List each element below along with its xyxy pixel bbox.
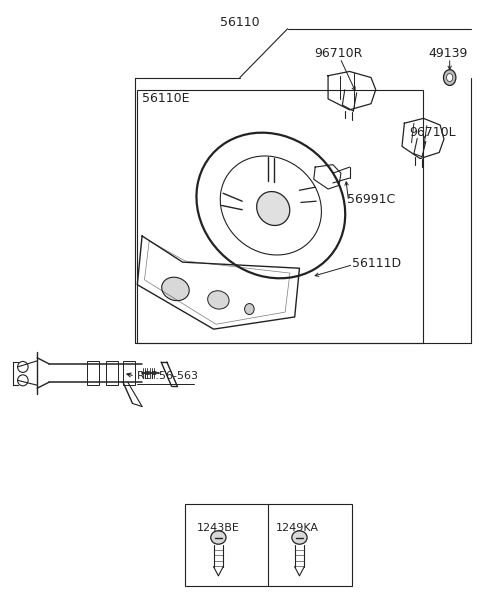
Text: 56991C: 56991C: [347, 193, 396, 206]
Text: 56111D: 56111D: [352, 257, 401, 270]
Bar: [137, 90, 423, 343]
Ellipse shape: [245, 304, 254, 315]
Text: REF.56-563: REF.56-563: [137, 371, 199, 381]
Text: 96710R: 96710R: [314, 47, 362, 60]
Ellipse shape: [444, 70, 456, 86]
Bar: [185, 504, 352, 586]
Ellipse shape: [162, 277, 189, 300]
Text: 56110E: 56110E: [142, 92, 190, 105]
Ellipse shape: [211, 531, 226, 544]
Ellipse shape: [292, 531, 307, 544]
Text: 1249KA: 1249KA: [276, 523, 319, 534]
Text: 96710L: 96710L: [409, 126, 456, 139]
Ellipse shape: [208, 291, 229, 309]
Bar: [106, 361, 118, 385]
Ellipse shape: [257, 192, 290, 225]
Text: 1243BE: 1243BE: [197, 523, 240, 534]
Text: 49139: 49139: [428, 47, 468, 60]
Bar: [123, 361, 135, 385]
Ellipse shape: [446, 73, 453, 81]
Text: 56110: 56110: [220, 16, 260, 29]
Bar: [87, 361, 99, 385]
